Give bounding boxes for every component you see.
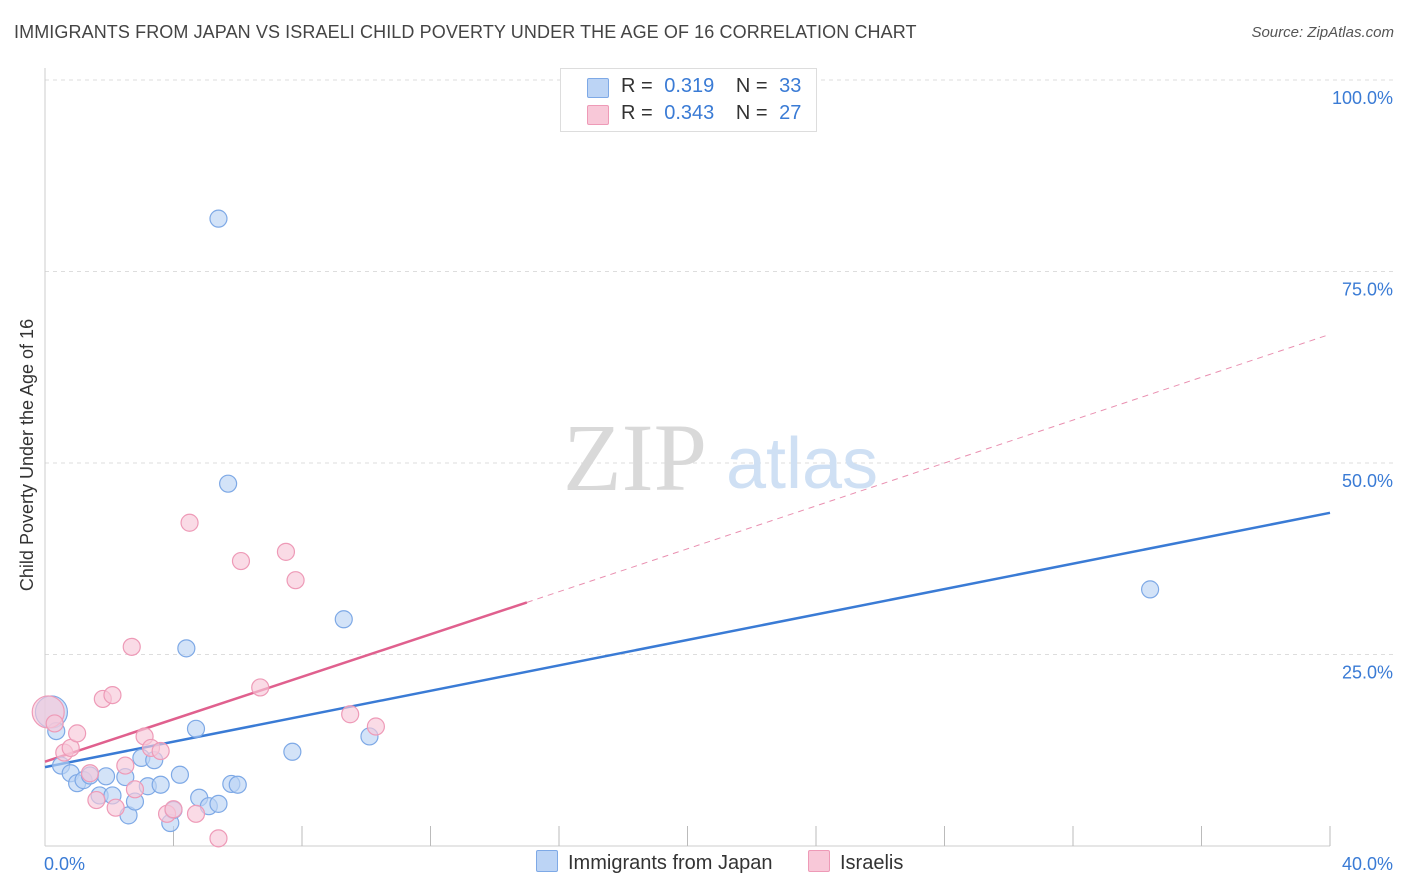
data-point-japan: [177, 639, 196, 658]
legend-r-label: R =: [621, 75, 653, 97]
data-point-japan: [228, 775, 247, 794]
y-axis-label: Child Poverty Under the Age of 16: [17, 319, 37, 591]
bottom-legend-label-israelis: Israelis: [840, 852, 904, 874]
chart-title: IMMIGRANTS FROM JAPAN VS ISRAELI CHILD P…: [14, 22, 917, 42]
legend-r-label: R =: [621, 102, 653, 124]
data-point-israelis: [122, 637, 141, 656]
data-points: [31, 209, 1160, 848]
watermark-zip: ZIP: [563, 404, 707, 511]
data-point-japan: [186, 719, 206, 738]
y-tick-labels: 100.0% 75.0% 50.0% 25.0%: [1332, 88, 1393, 683]
data-point-israelis: [151, 741, 170, 761]
data-point-israelis: [366, 717, 385, 736]
bottom-legend-japan: Immigrants from Japan: [536, 850, 773, 875]
data-point-israelis: [209, 829, 228, 848]
data-point-israelis: [87, 790, 106, 810]
bottom-legend-label-japan: Immigrants from Japan: [568, 852, 773, 874]
data-point-japan: [96, 767, 116, 786]
data-point-japan: [209, 209, 228, 228]
data-point-japan: [1140, 580, 1160, 599]
legend-n-label: N =: [735, 75, 768, 97]
data-point-israelis: [103, 685, 122, 705]
legend-n-value-israelis: 27: [779, 102, 802, 124]
source-label: Source: ZipAtlas.com: [1251, 24, 1394, 41]
data-point-japan: [151, 775, 170, 794]
data-point-israelis: [45, 714, 64, 733]
bottom-legend-swatch-blue: [536, 850, 558, 872]
legend-swatch-blue: [587, 78, 609, 98]
data-point-israelis: [286, 571, 305, 590]
trend-line-japan: [44, 511, 1331, 769]
legend: R = 0.319 N = 33 R = 0.343 N = 27: [560, 68, 817, 132]
data-point-israelis: [231, 551, 251, 571]
watermark: ZIP atlas: [563, 404, 878, 511]
trend-line-israelis: [44, 601, 528, 763]
y-tick-label: 100.0%: [1332, 88, 1393, 108]
data-point-japan: [334, 610, 353, 629]
data-point-israelis: [116, 756, 135, 775]
y-tick-label: 75.0%: [1342, 280, 1393, 300]
legend-r-value-japan: 0.319: [664, 75, 715, 97]
bottom-legend-israelis: Israelis: [808, 850, 903, 875]
y-tick-label: 25.0%: [1342, 663, 1393, 683]
data-point-israelis: [186, 804, 206, 823]
data-point-japan: [209, 794, 228, 813]
trend-line-extension-israelis: [526, 333, 1331, 603]
data-point-israelis: [164, 800, 183, 819]
data-point-israelis: [276, 542, 296, 561]
x-tick-label: 40.0%: [1342, 854, 1393, 874]
legend-swatch-pink: [587, 105, 609, 125]
x-tick-labels: 0.0% 40.0%: [44, 854, 1393, 874]
legend-n-label: N =: [735, 102, 768, 124]
data-point-japan: [219, 474, 238, 493]
bottom-legend-swatch-pink: [808, 850, 830, 872]
y-tick-label: 50.0%: [1342, 471, 1393, 491]
legend-n-value-japan: 33: [779, 75, 802, 97]
data-point-israelis: [125, 780, 145, 799]
gridlines: [45, 79, 1395, 655]
data-point-israelis: [106, 798, 125, 817]
legend-r-value-israelis: 0.343: [664, 102, 715, 124]
trend-lines: [44, 333, 1331, 769]
data-point-israelis: [68, 724, 87, 743]
data-point-israelis: [251, 678, 270, 697]
data-point-japan: [283, 742, 302, 761]
x-tick-label: 0.0%: [44, 854, 85, 874]
data-point-israelis: [180, 513, 199, 532]
data-point-israelis: [80, 764, 100, 783]
data-point-israelis: [341, 705, 360, 724]
watermark-atlas: atlas: [726, 424, 878, 504]
data-point-japan: [170, 765, 190, 784]
